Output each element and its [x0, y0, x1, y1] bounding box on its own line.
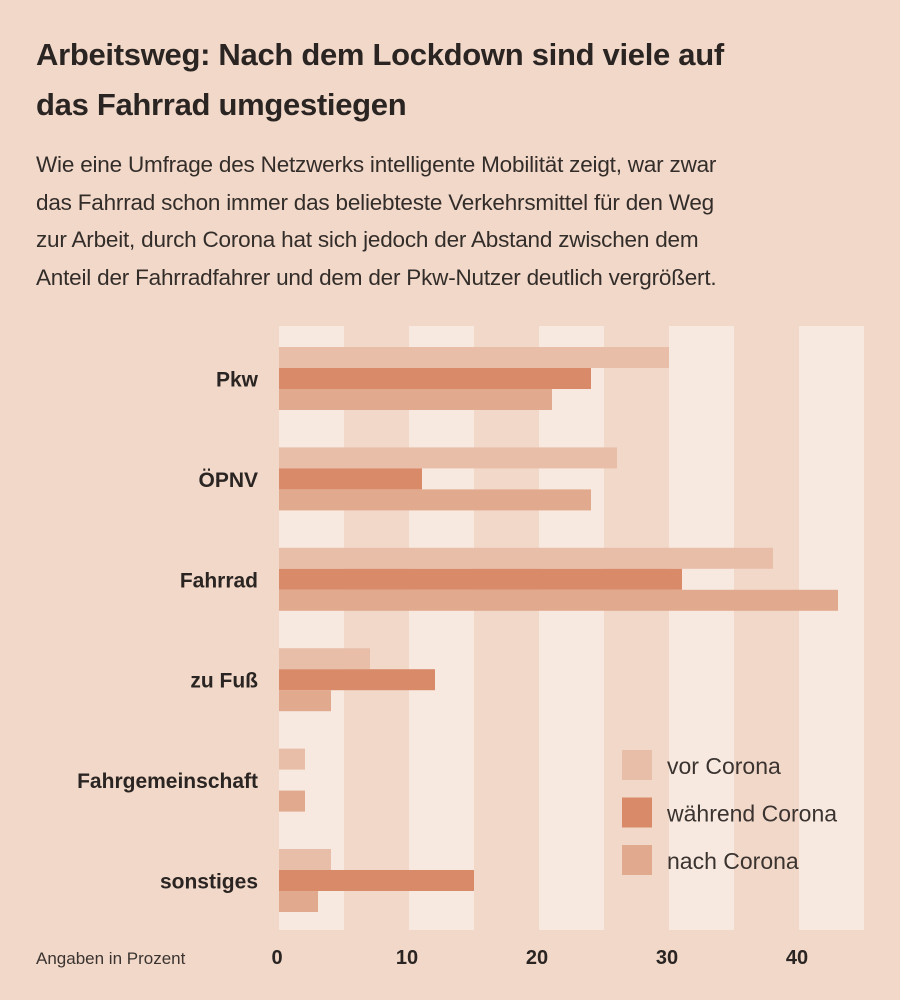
- chart-subtitle: Wie eine Umfrage des Netzwerks intellige…: [36, 146, 886, 296]
- subtitle-line-4: Anteil der Fahrradfahrer und dem der Pkw…: [36, 264, 717, 290]
- legend-swatch: [622, 845, 652, 875]
- bars: [279, 347, 838, 912]
- x-tick-label: 30: [656, 947, 678, 969]
- bar-vor-0: [279, 347, 669, 368]
- grid-band: [799, 326, 864, 930]
- bar-vor-2: [279, 547, 773, 569]
- category-label: zu Fuß: [190, 670, 258, 693]
- subtitle-line-2: das Fahrrad schon immer das beliebteste …: [36, 189, 714, 215]
- title-line-2: das Fahrrad umgestiegen: [36, 87, 407, 122]
- x-tick-label: 0: [271, 947, 282, 969]
- bar-nach-0: [279, 389, 552, 410]
- x-tick-label: 20: [526, 947, 548, 969]
- bar-vor-5: [279, 849, 331, 870]
- bar-vor-3: [279, 648, 370, 670]
- bar-waehrend-0: [279, 368, 591, 389]
- legend: vor Corona während Corona nach Corona: [622, 750, 837, 875]
- category-label: ÖPNV: [198, 469, 258, 492]
- x-tick-label: 40: [786, 947, 808, 969]
- legend-swatch: [622, 797, 652, 828]
- bar-nach-3: [279, 690, 331, 712]
- bar-nach-5: [279, 891, 318, 912]
- grid-bands: [279, 326, 864, 930]
- bar-waehrend-3: [279, 669, 435, 691]
- grid-band: [279, 326, 344, 930]
- bar-waehrend-1: [279, 468, 422, 490]
- bar-vor-1: [279, 447, 617, 469]
- chart-title: Arbeitsweg: Nach dem Lockdown sind viele…: [36, 30, 856, 130]
- subtitle-line-1: Wie eine Umfrage des Netzwerks intellige…: [36, 152, 717, 177]
- legend-label: während Corona: [666, 801, 837, 827]
- legend-label: vor Corona: [667, 753, 781, 779]
- category-label: Fahrgemeinschaft: [77, 770, 258, 793]
- category-label: sonstiges: [160, 871, 258, 894]
- bar-nach-4: [279, 790, 305, 812]
- grid-band: [539, 326, 604, 930]
- x-axis-ticks: 0 10 20 30 40: [271, 947, 808, 969]
- bar-waehrend-2: [279, 568, 682, 590]
- category-labels: Pkw ÖPNV Fahrrad zu Fuß Fahrgemeinschaft sons…: [77, 369, 259, 894]
- bar-nach-2: [279, 589, 838, 611]
- x-tick-label: 10: [396, 947, 418, 969]
- legend-swatch: [622, 750, 652, 780]
- grid-band: [409, 326, 474, 930]
- bar-nach-1: [279, 489, 591, 511]
- category-label: Fahrrad: [180, 569, 258, 592]
- units-note: Angaben in Prozent: [36, 949, 186, 968]
- grid-band: [669, 326, 734, 930]
- legend-label: nach Corona: [667, 848, 799, 874]
- bar-waehrend-5: [279, 870, 474, 891]
- category-label: Pkw: [216, 369, 259, 392]
- bar-vor-4: [279, 748, 305, 770]
- subtitle-line-3: zur Arbeit, durch Corona hat sich jedoch…: [36, 227, 699, 252]
- title-line-1: Arbeitsweg: Nach dem Lockdown sind viele…: [36, 37, 724, 72]
